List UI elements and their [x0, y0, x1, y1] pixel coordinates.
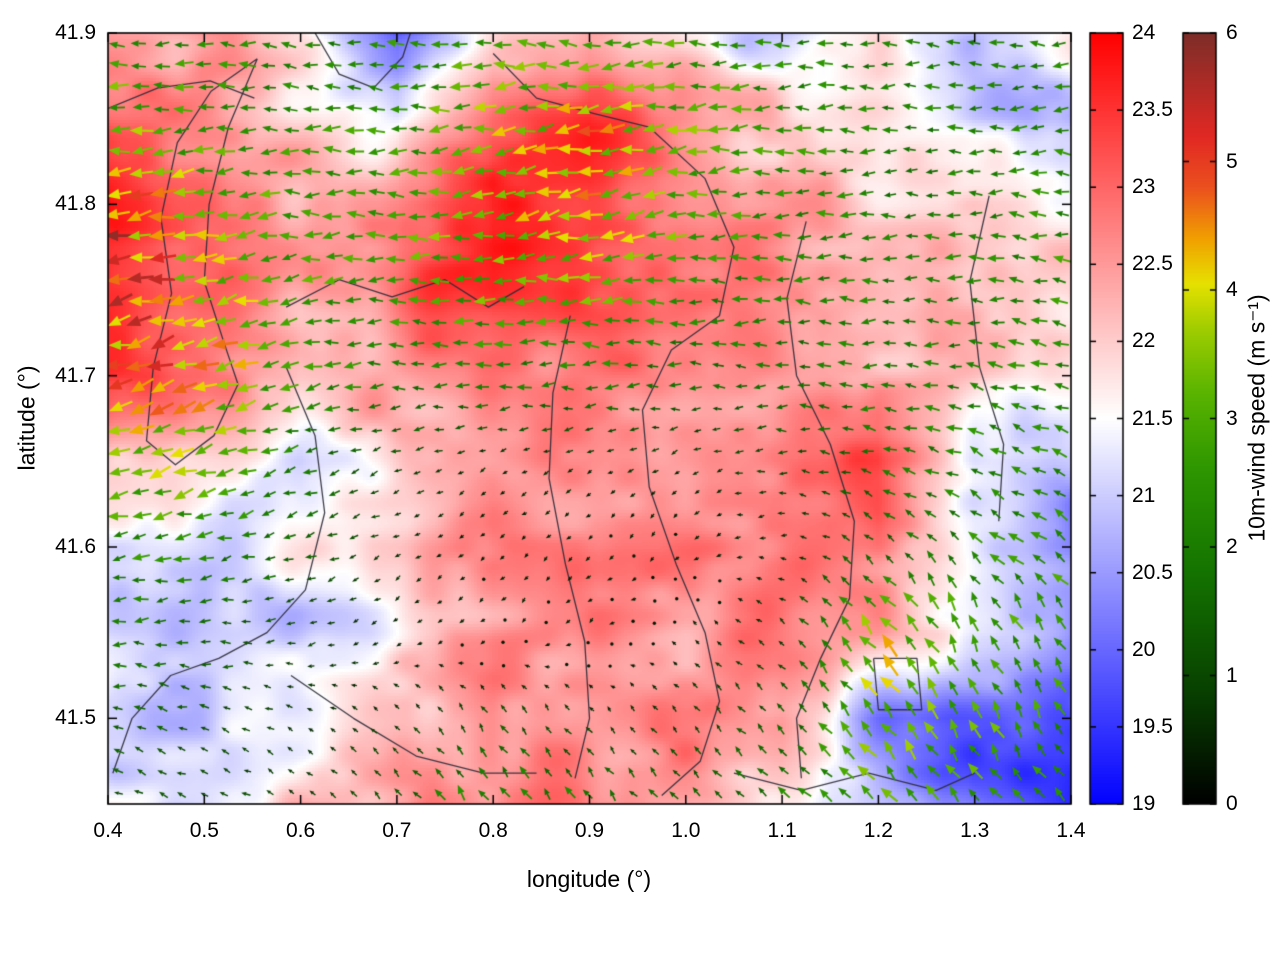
- y-tick-label: 41.6: [55, 535, 96, 558]
- temp-colorbar-tick-label: 19: [1132, 792, 1156, 815]
- x-tick-label: 1.0: [671, 819, 701, 842]
- wind-colorbar-tick-label: 6: [1226, 21, 1238, 44]
- wind-colorbar-tick-label: 1: [1226, 663, 1238, 687]
- temp-colorbar-tick-label: 21: [1132, 483, 1156, 507]
- wind-colorbar-tick-label: 3: [1226, 406, 1238, 430]
- temp-colorbar-tick-label: 22: [1132, 329, 1156, 353]
- y-tick-label: 41.7: [55, 363, 96, 387]
- temp-colorbar-tick-label: 23.5: [1132, 98, 1173, 122]
- wind-colorbar-tick-label: 2: [1226, 535, 1238, 558]
- temp-colorbar-tick-label: 19.5: [1132, 714, 1173, 738]
- x-tick-label: 1.3: [960, 819, 990, 842]
- y-tick-label: 41.9: [55, 21, 96, 44]
- temp-colorbar-tick-label: 24: [1132, 21, 1156, 44]
- y-tick-label: 41.8: [55, 192, 96, 216]
- x-axis-title: longitude (°): [526, 866, 652, 892]
- x-tick-label: 0.9: [574, 819, 605, 842]
- x-tick-label: 1.2: [863, 819, 893, 842]
- y-tick-label: 41.5: [55, 706, 96, 730]
- x-tick-label: 0.4: [93, 819, 123, 842]
- wind-colorbar-tick-label: 5: [1226, 149, 1238, 173]
- x-tick-label: 1.1: [767, 819, 797, 842]
- temp-colorbar-tick-label: 23: [1132, 175, 1156, 199]
- x-tick-label: 0.7: [382, 819, 412, 842]
- temp-colorbar-tick-label: 21.5: [1132, 406, 1173, 430]
- x-tick-label: 0.8: [478, 819, 508, 842]
- x-tick-label: 0.5: [189, 819, 219, 842]
- x-tick-label: 1.4: [1056, 819, 1086, 842]
- wind-colorbar-tick-label: 0: [1226, 792, 1238, 815]
- temp-colorbar-tick-label: 20: [1132, 637, 1156, 661]
- wind-colorbar-tick-label: 4: [1226, 278, 1238, 301]
- temp-colorbar-tick-label: 20.5: [1132, 560, 1173, 584]
- x-tick-label: 0.6: [285, 819, 316, 842]
- temp-colorbar-tick-label: 22.5: [1132, 252, 1173, 276]
